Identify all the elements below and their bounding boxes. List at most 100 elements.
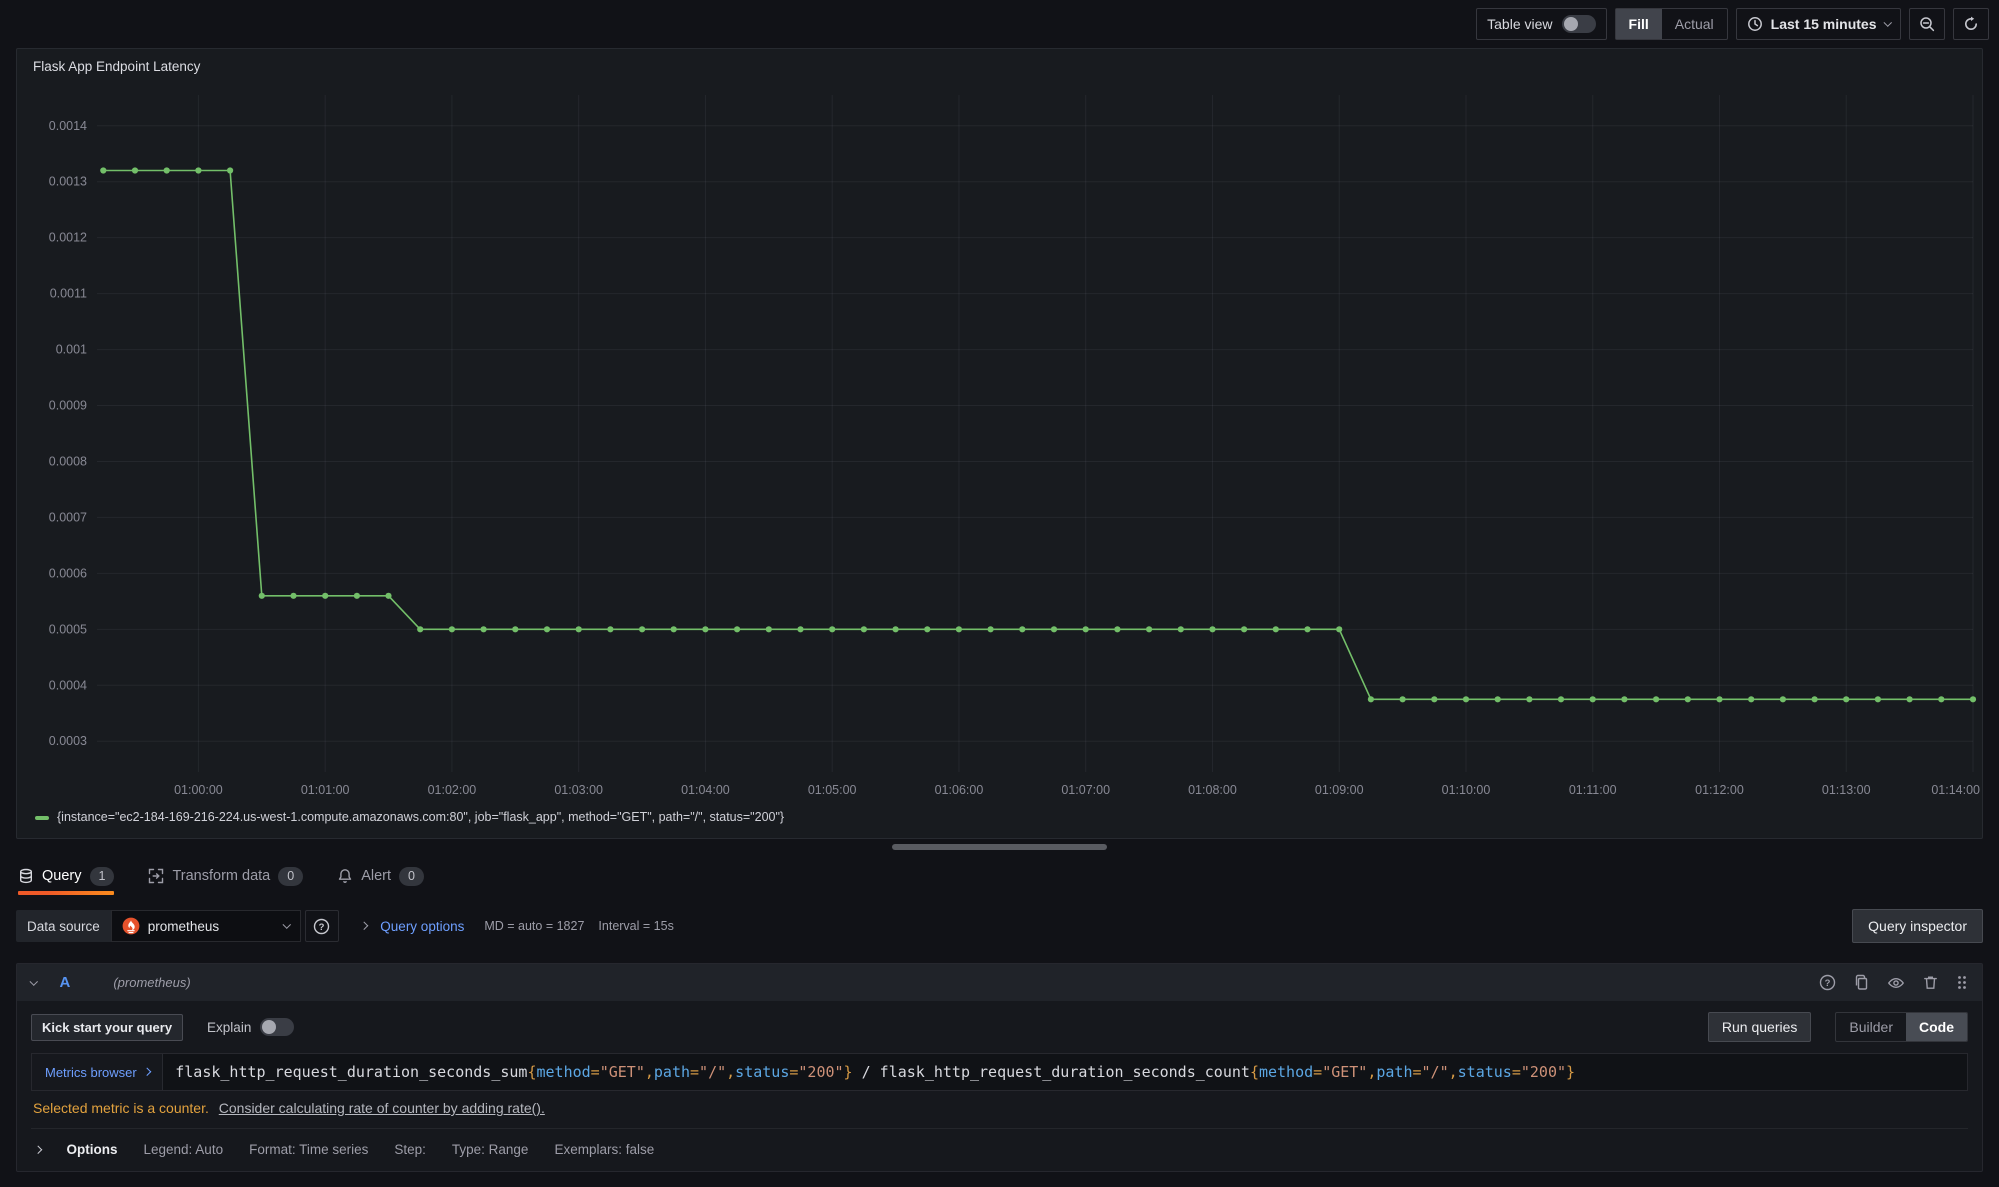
chevron-right-icon [360, 922, 368, 930]
svg-text:01:01:00: 01:01:00 [301, 783, 350, 797]
svg-text:01:09:00: 01:09:00 [1315, 783, 1364, 797]
grafana-panel-editor: Table view Fill Actual Last 15 minutes F [0, 0, 1999, 1187]
chevron-down-icon [1883, 19, 1891, 27]
svg-text:0.0009: 0.0009 [49, 399, 87, 413]
svg-text:01:08:00: 01:08:00 [1188, 783, 1237, 797]
pane-resizer-handle[interactable] [892, 844, 1107, 850]
refresh-icon [1963, 16, 1979, 32]
kick-start-query-button[interactable]: Kick start your query [31, 1014, 183, 1041]
tab-alert[interactable]: Alert 0 [337, 855, 424, 897]
metrics-browser-label: Metrics browser [45, 1065, 137, 1080]
promql-expression[interactable]: flask_http_request_duration_seconds_sum{… [163, 1054, 1967, 1090]
time-range-picker[interactable]: Last 15 minutes [1736, 8, 1901, 40]
svg-text:01:05:00: 01:05:00 [808, 783, 857, 797]
query-row-body: Kick start your query Explain Run querie… [17, 1001, 1982, 1171]
svg-text:01:12:00: 01:12:00 [1695, 783, 1744, 797]
table-view-label: Table view [1487, 16, 1552, 32]
zoom-out-button[interactable] [1909, 8, 1945, 40]
svg-text:0.0008: 0.0008 [49, 454, 87, 468]
chevron-right-icon [34, 1146, 42, 1154]
explain-label: Explain [207, 1020, 251, 1035]
svg-text:0.001: 0.001 [56, 343, 87, 357]
duplicate-query-button[interactable] [1853, 974, 1870, 991]
collapse-chevron-icon[interactable] [30, 977, 38, 985]
promql-editor: Metrics browser flask_http_request_durat… [31, 1053, 1968, 1091]
query-row-header[interactable]: A (prometheus) ? [17, 964, 1982, 1001]
svg-text:0.0003: 0.0003 [49, 734, 87, 748]
table-view-toggle[interactable] [1562, 15, 1596, 33]
svg-text:0.0004: 0.0004 [49, 678, 87, 692]
tab-query[interactable]: Query 1 [18, 855, 114, 897]
explain-control: Explain [207, 1018, 294, 1036]
query-ref-id[interactable]: A [60, 974, 71, 991]
svg-text:0.0012: 0.0012 [49, 231, 87, 245]
option-format: Format: Time series [249, 1142, 368, 1157]
code-mode-button[interactable]: Code [1906, 1013, 1967, 1041]
query-inspector-button[interactable]: Query inspector [1852, 909, 1983, 943]
tab-transform-label: Transform data [172, 868, 270, 884]
clock-icon [1747, 16, 1763, 32]
query-help-button[interactable]: ? [1819, 974, 1836, 991]
prometheus-logo-icon [122, 917, 140, 935]
top-toolbar: Table view Fill Actual Last 15 minutes [0, 0, 1999, 48]
svg-text:01:13:00: 01:13:00 [1822, 783, 1871, 797]
help-circle-icon: ? [313, 918, 330, 935]
run-queries-button[interactable]: Run queries [1708, 1012, 1812, 1042]
metrics-browser-toggle[interactable]: Metrics browser [32, 1054, 163, 1090]
query-editor-pane: Data source prometheus ? Query options M… [0, 897, 1999, 1187]
svg-text:01:03:00: 01:03:00 [554, 783, 603, 797]
chart-canvas[interactable]: 01:00:0001:01:0001:02:0001:03:0001:04:00… [17, 83, 1982, 808]
delete-query-button[interactable] [1922, 974, 1939, 991]
datasource-row: Data source prometheus ? Query options M… [16, 909, 1983, 943]
option-exemplars: Exemplars: false [554, 1142, 654, 1157]
chevron-down-icon [283, 921, 291, 929]
query-datasource-hint: (prometheus) [113, 975, 190, 990]
tab-alert-count: 0 [399, 867, 424, 886]
database-icon [18, 868, 34, 884]
svg-text:0.0007: 0.0007 [49, 510, 87, 524]
tab-query-count: 1 [90, 867, 115, 886]
svg-text:0.0006: 0.0006 [49, 566, 87, 580]
svg-text:01:00:00: 01:00:00 [174, 783, 223, 797]
refresh-button[interactable] [1953, 8, 1989, 40]
svg-text:0.0013: 0.0013 [49, 175, 87, 189]
toggle-visibility-button[interactable] [1887, 974, 1905, 992]
query-row-A: A (prometheus) ? [16, 963, 1983, 1172]
option-step: Step: [394, 1142, 426, 1157]
datasource-help-button[interactable]: ? [305, 910, 339, 942]
zoom-out-icon [1919, 16, 1936, 33]
option-legend: Legend: Auto [144, 1142, 224, 1157]
tab-transform-count: 0 [278, 867, 303, 886]
pane-resizer [0, 839, 1999, 855]
builder-code-segmented: Builder Code [1835, 1012, 1968, 1042]
explain-toggle[interactable] [260, 1018, 294, 1036]
svg-text:?: ? [1825, 978, 1831, 989]
timeseries-chart[interactable]: 01:00:0001:01:0001:02:0001:03:0001:04:00… [17, 83, 1982, 808]
svg-text:0.0014: 0.0014 [49, 119, 87, 133]
builder-mode-button[interactable]: Builder [1836, 1013, 1906, 1041]
query-options-summary[interactable]: Options Legend: Auto Format: Time series… [31, 1128, 1968, 1171]
svg-text:01:04:00: 01:04:00 [681, 783, 730, 797]
max-data-points-text: MD = auto = 1827 [484, 919, 584, 933]
tab-alert-label: Alert [361, 868, 391, 884]
query-options-group: Query options MD = auto = 1827 Interval … [361, 919, 674, 934]
drag-handle-icon[interactable] [1956, 974, 1968, 991]
editor-tabs: Query 1 Transform data 0 Alert 0 [0, 855, 1999, 897]
chevron-right-icon [143, 1068, 151, 1076]
datasource-select[interactable]: prometheus [111, 910, 301, 942]
interval-text: Interval = 15s [598, 919, 673, 933]
svg-text:?: ? [319, 922, 325, 933]
options-title: Options [67, 1142, 118, 1157]
tab-transform-data[interactable]: Transform data 0 [148, 855, 303, 897]
legend-series-swatch [35, 816, 49, 820]
query-options-toggle[interactable]: Query options [380, 919, 464, 934]
svg-text:01:10:00: 01:10:00 [1442, 783, 1491, 797]
option-type: Type: Range [452, 1142, 529, 1157]
fill-actual-segmented: Fill Actual [1615, 8, 1728, 40]
timeseries-panel: Flask App Endpoint Latency 01:00:0001:01… [16, 48, 1983, 839]
legend-series-label[interactable]: {instance="ec2-184-169-216-224.us-west-1… [57, 810, 784, 824]
actual-button[interactable]: Actual [1662, 9, 1727, 39]
warning-rate-link[interactable]: Consider calculating rate of counter by … [219, 1100, 545, 1116]
query-row-actions: ? [1819, 974, 1968, 992]
fill-button[interactable]: Fill [1616, 9, 1662, 39]
